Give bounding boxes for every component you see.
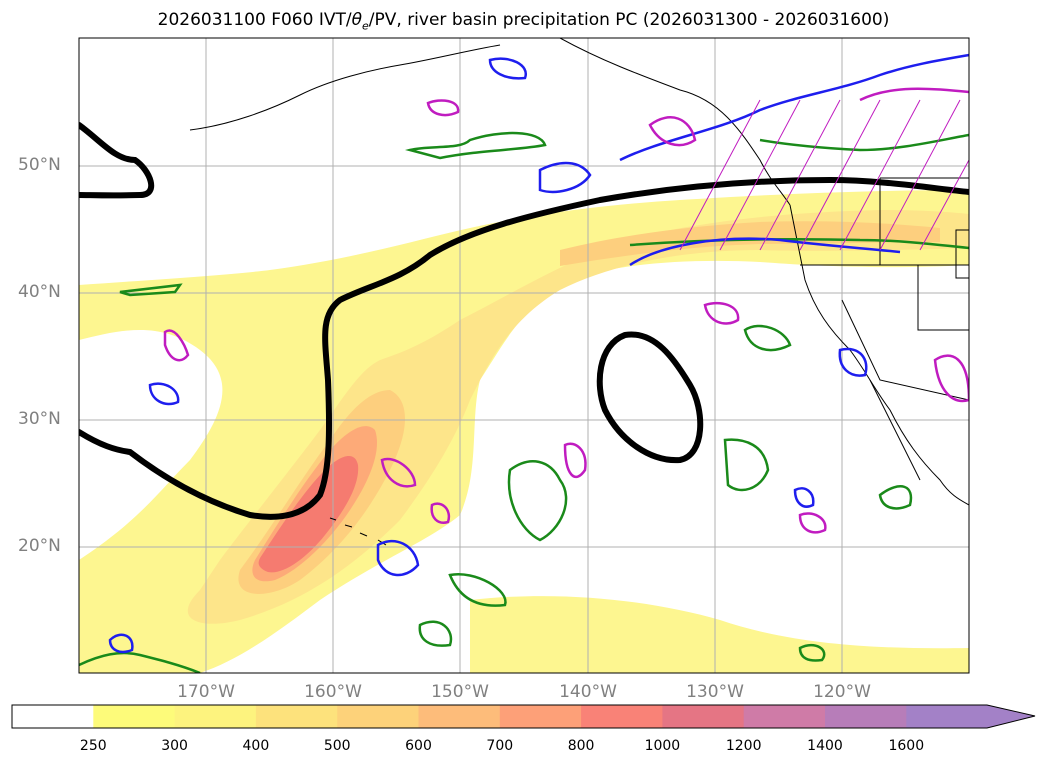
colorbar-tick-label: 400 xyxy=(242,738,270,754)
colorbar-cell xyxy=(337,705,419,728)
us-west-coast xyxy=(789,204,969,506)
colorbar-cell xyxy=(581,705,663,728)
magenta-contour xyxy=(648,116,697,147)
colorbar-tick-label: 700 xyxy=(486,738,514,754)
pv-contour-main-jet xyxy=(79,176,969,520)
blue-contour xyxy=(619,53,969,162)
alaska-peninsula-coast xyxy=(189,44,501,131)
green-contour xyxy=(798,643,826,662)
blue-contour xyxy=(538,161,592,194)
blue-contour xyxy=(793,487,815,508)
green-contour xyxy=(418,620,453,647)
colorbar-cell xyxy=(174,705,257,728)
colorbar-cell xyxy=(12,705,94,728)
title-theta: θ xyxy=(351,10,362,30)
pv-contour-north-tip xyxy=(79,122,155,199)
colorbar-cell xyxy=(93,705,176,728)
map-frame xyxy=(78,37,970,674)
magenta-contour xyxy=(703,301,740,325)
colorbar-tick-label: 1000 xyxy=(644,738,681,754)
state-borders xyxy=(800,177,969,401)
lon-label-120w: 120°W xyxy=(813,682,871,702)
title-theta-sub: e xyxy=(362,19,369,33)
green-contour xyxy=(79,651,201,673)
colorbar-tick-label: 600 xyxy=(405,738,432,754)
blue-contour xyxy=(838,347,868,377)
colorbar xyxy=(11,704,1036,729)
green-contour xyxy=(409,131,547,160)
map-panel xyxy=(78,37,970,674)
blue-contour xyxy=(376,539,420,577)
ivt-band-2 xyxy=(187,210,969,624)
baja-coast xyxy=(869,379,921,481)
magenta-contour xyxy=(380,457,417,488)
lat-label-40n: 40°N xyxy=(18,282,61,302)
lon-label-150w: 150°W xyxy=(431,682,489,702)
hatched-region xyxy=(679,99,969,251)
green-contour xyxy=(759,133,969,152)
magenta-contour xyxy=(859,87,969,102)
lon-label-170w: 170°W xyxy=(177,682,235,702)
ivt-band-3b xyxy=(560,221,940,266)
colorbar-tick-label: 300 xyxy=(161,738,188,754)
lon-label-140w: 140°W xyxy=(559,682,617,702)
gulf-of-alaska-coast xyxy=(559,38,791,206)
lon-label-130w: 130°W xyxy=(686,682,744,702)
magenta-contour xyxy=(798,512,827,534)
colorbar-cell xyxy=(499,705,582,728)
map-title: 2026031100 F060 IVT/θe/PV, river basin p… xyxy=(0,10,1047,32)
theta-contours-magenta xyxy=(163,87,969,534)
green-contour xyxy=(119,283,183,297)
pv-contours xyxy=(79,122,969,520)
blue-contour xyxy=(148,382,180,406)
colorbar-cell xyxy=(743,705,826,728)
colorbar-cell xyxy=(418,705,501,728)
colorbar-tick-label: 1600 xyxy=(888,738,925,754)
theta-contours-blue xyxy=(108,53,969,654)
theta-contours-green xyxy=(79,131,969,673)
colorbar-tick-label: 1400 xyxy=(807,738,843,754)
blue-contour xyxy=(629,237,901,267)
colorbar-tick-label: 500 xyxy=(323,738,351,754)
coastlines xyxy=(189,38,969,546)
blue-contour xyxy=(488,57,527,80)
green-contour xyxy=(507,460,568,542)
magenta-contour xyxy=(426,99,460,117)
green-contour xyxy=(723,438,770,492)
colorbar-cell xyxy=(825,705,907,728)
magenta-contour xyxy=(163,329,190,362)
lon-label-160w: 160°W xyxy=(304,682,362,702)
green-contour xyxy=(743,324,792,352)
colorbar-cell xyxy=(255,705,338,728)
green-contour xyxy=(878,485,913,510)
colorbar-tick-label: 800 xyxy=(567,738,595,754)
lat-label-30n: 30°N xyxy=(18,409,61,429)
ivt-band-south-lower xyxy=(470,596,969,673)
lat-label-50n: 50°N xyxy=(18,155,61,175)
colorbar-tick-label: 250 xyxy=(79,738,107,754)
basin-outline xyxy=(955,229,969,279)
lat-label-20n: 20°N xyxy=(18,536,61,556)
hawaii-islands xyxy=(329,517,387,546)
blue-contour xyxy=(108,633,134,654)
gridlines xyxy=(79,38,969,673)
colorbar-cell xyxy=(662,705,745,728)
title-suffix: /PV, river basin precipitation PC (20260… xyxy=(368,10,890,30)
pv-contour-cutoff-low xyxy=(596,331,704,464)
green-contour xyxy=(448,572,507,607)
magenta-contour xyxy=(430,502,451,524)
colorbar-outline xyxy=(11,704,1036,729)
green-contour xyxy=(629,237,969,250)
colorbar-cell-extend xyxy=(906,705,1035,728)
title-prefix: 2026031100 F060 IVT/ xyxy=(157,10,352,30)
colorbar-tick-label: 1200 xyxy=(725,738,762,754)
magenta-contour xyxy=(563,442,587,478)
